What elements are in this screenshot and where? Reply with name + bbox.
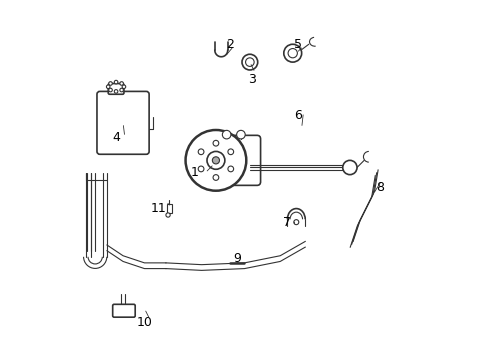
Text: 5: 5 bbox=[293, 38, 302, 51]
Circle shape bbox=[227, 149, 233, 155]
Text: 2: 2 bbox=[226, 38, 234, 51]
Text: 10: 10 bbox=[136, 316, 152, 329]
Circle shape bbox=[287, 49, 297, 58]
Circle shape bbox=[342, 160, 356, 175]
Circle shape bbox=[206, 152, 224, 169]
Circle shape bbox=[108, 88, 112, 92]
Text: 1: 1 bbox=[190, 166, 198, 179]
Circle shape bbox=[198, 149, 203, 155]
Circle shape bbox=[213, 175, 218, 180]
Text: 4: 4 bbox=[112, 131, 120, 144]
FancyBboxPatch shape bbox=[214, 135, 260, 185]
Circle shape bbox=[120, 82, 123, 85]
Circle shape bbox=[120, 88, 123, 92]
Text: 3: 3 bbox=[247, 73, 255, 86]
Circle shape bbox=[242, 54, 257, 70]
Bar bbox=[166, 204, 172, 213]
Circle shape bbox=[108, 82, 112, 85]
Circle shape bbox=[212, 157, 219, 164]
Circle shape bbox=[185, 130, 246, 191]
FancyBboxPatch shape bbox=[112, 304, 135, 317]
Circle shape bbox=[165, 213, 170, 217]
Circle shape bbox=[245, 58, 254, 66]
Circle shape bbox=[283, 44, 301, 62]
Text: 7: 7 bbox=[283, 216, 291, 229]
Circle shape bbox=[222, 130, 230, 139]
Circle shape bbox=[106, 85, 110, 89]
Text: 8: 8 bbox=[375, 181, 384, 194]
Circle shape bbox=[213, 140, 218, 146]
Circle shape bbox=[122, 85, 125, 89]
Text: 6: 6 bbox=[294, 109, 302, 122]
Circle shape bbox=[293, 220, 298, 225]
Circle shape bbox=[227, 166, 233, 172]
Text: 11: 11 bbox=[151, 202, 166, 215]
Circle shape bbox=[198, 166, 203, 172]
FancyBboxPatch shape bbox=[97, 91, 149, 154]
Circle shape bbox=[114, 80, 118, 84]
FancyBboxPatch shape bbox=[108, 84, 123, 94]
Circle shape bbox=[236, 130, 244, 139]
Text: 9: 9 bbox=[233, 252, 241, 265]
Circle shape bbox=[114, 90, 118, 93]
